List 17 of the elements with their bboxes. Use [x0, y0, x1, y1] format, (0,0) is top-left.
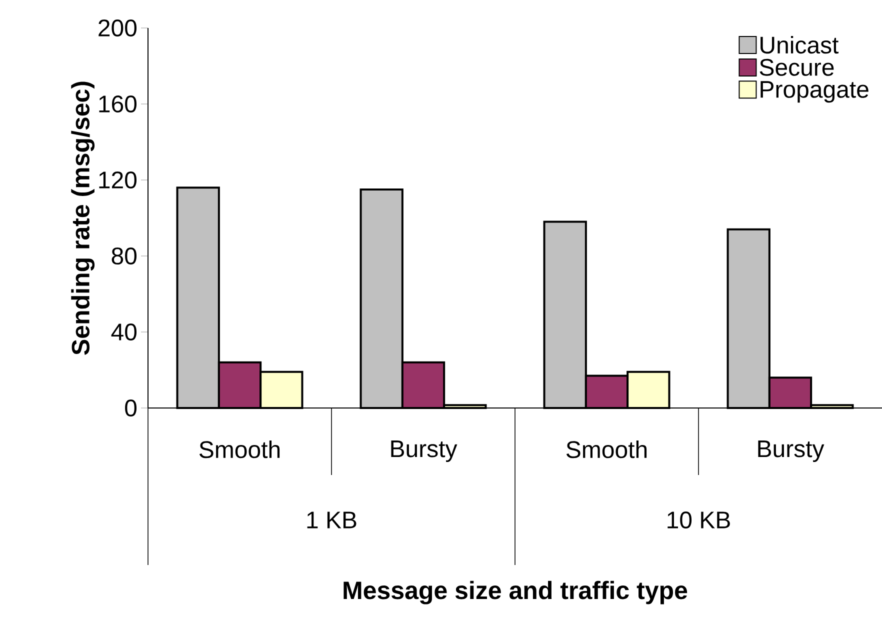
legend-label: Unicast [760, 36, 839, 54]
x-tick-label: Bursty [391, 440, 458, 462]
y-tick-label: 40 [111, 324, 137, 340]
x-axis-title: Message size and traffic type [344, 580, 688, 604]
x-tick-label: Bursty [758, 440, 824, 462]
y-tick-label: 120 [99, 172, 137, 188]
y-tick-label: 200 [98, 20, 137, 36]
y-axis-title: Sending rate (msg/sec) [71, 82, 95, 355]
legend-label: Propagate [760, 81, 868, 103]
y-tick-label: 80 [112, 248, 137, 264]
text: 10 KB [668, 512, 730, 528]
text: 1 KB [307, 512, 356, 528]
x-tick-label: Smooth [199, 440, 280, 458]
legend-label: Secure [760, 58, 834, 76]
x-tick-label: Smooth [566, 440, 647, 458]
y-tick-label: 160 [99, 96, 137, 112]
y-tick-label: 0 [125, 400, 137, 416]
